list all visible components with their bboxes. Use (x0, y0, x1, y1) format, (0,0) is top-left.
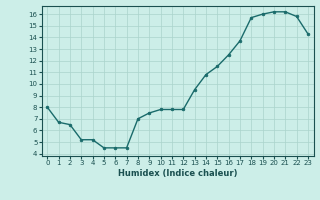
X-axis label: Humidex (Indice chaleur): Humidex (Indice chaleur) (118, 169, 237, 178)
